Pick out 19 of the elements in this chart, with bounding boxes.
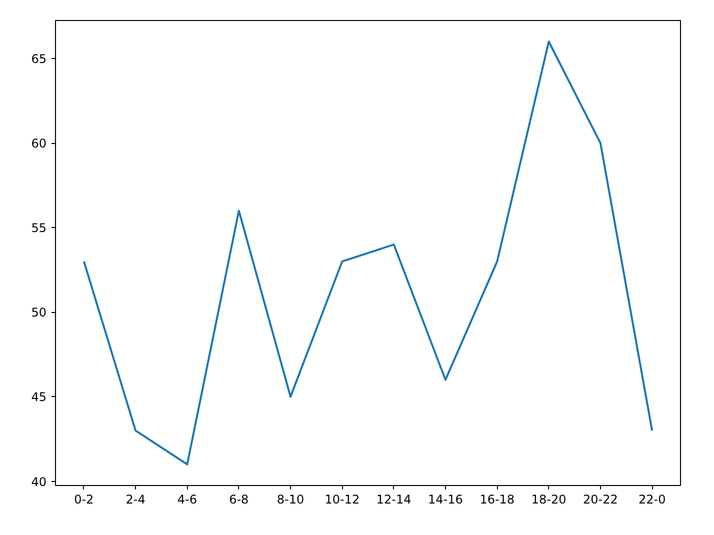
y-tick-label: 55 — [31, 221, 47, 236]
y-tick-label: 65 — [31, 52, 47, 66]
x-tick-label: 6-8 — [229, 492, 249, 506]
x-tick-label: 12-14 — [376, 492, 412, 506]
x-tick-label: 8-10 — [276, 492, 304, 506]
x-tick-label: 4-6 — [177, 492, 198, 506]
x-tick-label: 18-20 — [531, 492, 566, 506]
y-tick-label: 60 — [31, 136, 47, 151]
x-tick-label: 0-2 — [74, 492, 94, 506]
x-tick-label: 22-0 — [638, 492, 666, 506]
x-tick-label: 16-18 — [480, 492, 515, 506]
line-series — [82, 40, 654, 466]
x-tick-label: 10-12 — [324, 492, 360, 506]
y-tick-label: 50 — [31, 306, 47, 320]
y-tick-label: 40 — [31, 474, 47, 489]
x-tick-label: 14-16 — [428, 492, 463, 506]
y-tick-label: 45 — [31, 390, 47, 404]
x-tick-label: 20-22 — [583, 492, 618, 506]
x-tick-label: 2-4 — [126, 492, 146, 506]
